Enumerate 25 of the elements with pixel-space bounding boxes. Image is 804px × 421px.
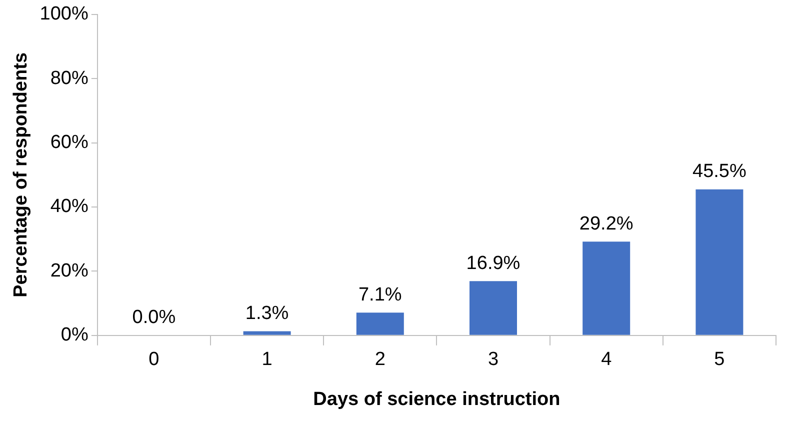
y-tick-label: 80%: [50, 68, 88, 89]
data-label: 29.2%: [579, 213, 634, 234]
x-tick-label: 0: [148, 349, 160, 370]
bar: [356, 312, 404, 335]
y-tick-label: 40%: [50, 196, 88, 218]
x-tick-label: 4: [601, 349, 612, 370]
y-tick-label: 100%: [40, 4, 88, 25]
data-label: 16.9%: [466, 252, 520, 274]
data-label: 1.3%: [245, 302, 289, 324]
x-tick-label: 2: [374, 349, 386, 370]
data-label: 7.1%: [358, 284, 402, 306]
x-tick-label: 1: [262, 349, 272, 370]
y-tick-label: 20%: [50, 260, 88, 282]
y-tick-label: 60%: [50, 132, 88, 154]
x-axis-title: Days of science instruction: [313, 388, 560, 410]
bar: [243, 331, 291, 335]
data-label: 45.5%: [692, 161, 746, 182]
bar: [469, 281, 517, 335]
bar: [582, 242, 630, 335]
bar: [696, 189, 744, 335]
x-tick-label: 3: [488, 349, 499, 370]
data-label: 0.0%: [132, 307, 176, 328]
y-axis-title: Percentage of respondents: [10, 52, 32, 298]
y-tick-label: 0%: [60, 324, 88, 346]
x-tick-label: 5: [714, 349, 725, 370]
